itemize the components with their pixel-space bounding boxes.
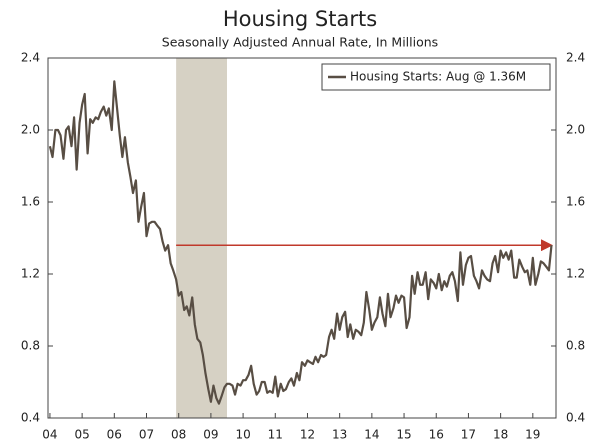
x-tick-label: 13 [332, 428, 347, 442]
chart-title: Housing Starts [223, 7, 377, 31]
y-tick-label: 1.2 [21, 267, 40, 281]
x-tick-label: 11 [268, 428, 283, 442]
y2-tick-label: 2.4 [566, 51, 585, 65]
recession-band [176, 58, 227, 418]
x-tick-label: 12 [300, 428, 315, 442]
legend-label: Housing Starts: Aug @ 1.36M [350, 70, 526, 84]
y-tick-label: 0.8 [21, 339, 40, 353]
x-tick-label: 08 [171, 428, 186, 442]
x-tick-label: 18 [493, 428, 508, 442]
x-tick-label: 16 [429, 428, 444, 442]
x-tick-label: 10 [235, 428, 250, 442]
series-line [48, 80, 553, 405]
y2-tick-label: 2.0 [566, 123, 585, 137]
x-tick-label: 05 [74, 428, 89, 442]
x-tick-label: 04 [42, 428, 57, 442]
x-tick-label: 17 [461, 428, 476, 442]
y-tick-label: 2.4 [21, 51, 40, 65]
y2-tick-label: 0.8 [566, 339, 585, 353]
x-tick-label: 14 [364, 428, 379, 442]
y-tick-label: 0.4 [21, 411, 40, 425]
y-tick-label: 2.0 [21, 123, 40, 137]
y2-tick-label: 1.2 [566, 267, 585, 281]
x-tick-label: 07 [139, 428, 154, 442]
x-tick-label: 19 [525, 428, 540, 442]
x-tick-label: 06 [107, 428, 122, 442]
x-tick-label: 15 [396, 428, 411, 442]
legend-box [321, 63, 551, 91]
x-tick-label: 09 [203, 428, 218, 442]
y2-tick-label: 0.4 [566, 411, 585, 425]
chart-subtitle: Seasonally Adjusted Annual Rate, In Mill… [162, 35, 438, 50]
y-tick-label: 1.6 [21, 195, 40, 209]
y2-tick-label: 1.6 [566, 195, 585, 209]
plot-frame [47, 57, 557, 419]
